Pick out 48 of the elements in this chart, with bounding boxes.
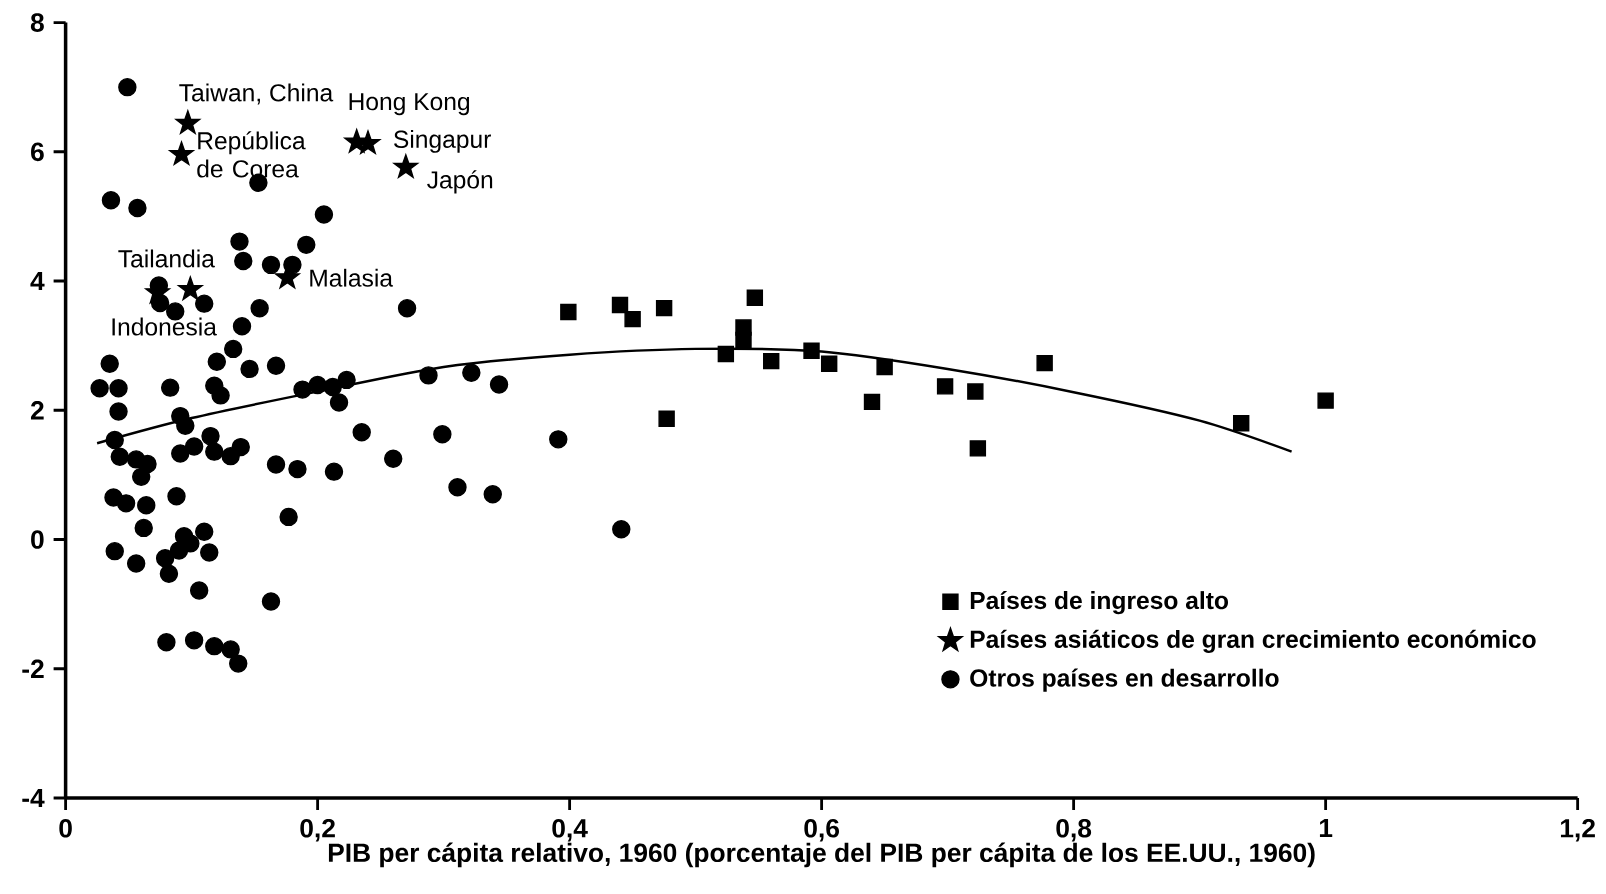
annotation: Malasia <box>310 268 394 287</box>
point <box>169 141 194 166</box>
point <box>820 355 838 372</box>
point <box>658 410 675 427</box>
legend-label: Países asiáticos de gran crecimiento económico <box>970 629 1536 653</box>
annotation: Tailandia <box>118 249 215 268</box>
point <box>1317 392 1334 409</box>
point <box>624 310 641 328</box>
x-tick-label: 0,8 <box>1056 818 1092 842</box>
x-tick-label: 1,2 <box>1560 818 1595 842</box>
y-tick-label: 8 <box>30 13 44 32</box>
annotation: Hong Kong <box>349 93 470 116</box>
point <box>560 303 577 321</box>
point <box>1232 414 1250 432</box>
point <box>967 383 984 400</box>
y-tick-label: 4 <box>30 271 45 291</box>
x-axis-title: PIB per cápita relativo, 1960 (porcentaje del PIB per cápita de los EE.UU., 1960) <box>328 842 1315 868</box>
annotation: Indonesia <box>112 317 217 336</box>
point <box>393 154 419 178</box>
x-tick-label: 0 <box>59 818 72 838</box>
y-tick-label: -2 <box>22 659 44 678</box>
point <box>611 296 629 314</box>
annotation: Japón <box>427 170 493 194</box>
x-tick-label: 0,2 <box>300 818 335 842</box>
annotation: Singapur <box>394 129 491 153</box>
annotation: República de Corea <box>197 131 306 178</box>
point <box>876 358 893 376</box>
point <box>936 378 954 395</box>
legend-label: Países de ingreso alto <box>970 590 1229 615</box>
point <box>1036 354 1053 372</box>
legend-label: Otros países en desarrollo <box>970 668 1279 692</box>
point <box>746 289 764 307</box>
point <box>969 440 987 457</box>
y-tick-label: 6 <box>31 142 44 162</box>
y-tick-label: -4 <box>22 788 45 808</box>
point <box>655 299 673 317</box>
point <box>803 342 820 360</box>
y-tick-label: 2 <box>30 401 44 420</box>
point <box>717 345 735 363</box>
point <box>735 331 752 349</box>
x-tick-label: 1 <box>1319 818 1333 838</box>
point <box>763 352 780 370</box>
x-tick-label: 0,4 <box>552 818 588 842</box>
y-tick-label: 0 <box>31 530 44 549</box>
point <box>177 276 203 301</box>
x-tick-label: 0,6 <box>804 818 840 842</box>
point <box>863 393 881 411</box>
annotation: Taiwan, China <box>179 83 334 105</box>
